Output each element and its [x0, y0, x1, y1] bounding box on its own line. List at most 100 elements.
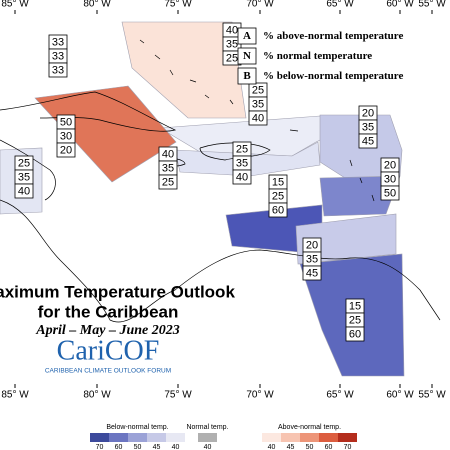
prob-below: 25: [226, 52, 238, 64]
colorbar-tick: 40: [204, 444, 212, 450]
prob-below: 33: [52, 64, 64, 76]
swatch: [262, 433, 281, 442]
colorbar-tick: 60: [115, 444, 123, 450]
longitude-label: 55° W: [418, 0, 446, 10]
longitude-label: 80° W: [83, 0, 111, 10]
prob-box: [158, 174, 178, 190]
region-shape: [121, 21, 247, 119]
colorbar-tick: 40: [172, 444, 180, 450]
colorbar-title: Below-normal temp.: [106, 424, 168, 431]
legend-key: A: [243, 30, 251, 42]
prob-above: 25: [18, 157, 30, 169]
legend-text: % below-normal temperature: [263, 70, 403, 82]
yucatan-coast: [0, 139, 56, 201]
prob-above: 50: [60, 116, 72, 128]
prob-normal: 35: [252, 98, 264, 110]
prob-above: 20: [362, 107, 374, 119]
prob-box: [14, 183, 34, 199]
prob-box: [48, 62, 68, 78]
legend: A % above-normal temperature N % normal tem…: [237, 27, 403, 85]
prob-above: 40: [226, 24, 238, 36]
prob-normal: 35: [18, 171, 30, 183]
islands: [139, 39, 375, 202]
prob-normal: 30: [60, 130, 72, 142]
logo-name: CariCOF: [57, 335, 160, 366]
colorbar-tick: 70: [344, 444, 352, 450]
prob-box: [248, 110, 268, 126]
prob-below: 40: [252, 112, 264, 124]
prob-normal: 35: [226, 38, 238, 50]
swatch: [109, 433, 128, 442]
prob-below: 60: [349, 328, 361, 340]
prob-below: 40: [18, 185, 30, 197]
colorbar-title: Normal temp.: [186, 424, 228, 431]
prob-above: 25: [236, 143, 248, 155]
prob-normal: 33: [52, 50, 64, 62]
title-line2: for the Caribbean: [38, 302, 179, 321]
longitude-label: 85° W: [1, 390, 29, 401]
prob-box: [345, 326, 365, 342]
swatch: [300, 433, 319, 442]
region-shape: [319, 175, 401, 217]
longitude-label: 55° W: [418, 390, 446, 401]
prob-box: [358, 133, 378, 149]
swatch: [319, 433, 338, 442]
mainland-coast: [0, 199, 441, 323]
colorbar-tick: 40: [268, 444, 276, 450]
prob-below: 25: [162, 176, 174, 188]
prob-box: [380, 185, 400, 201]
longitude-label: 60° W: [386, 390, 414, 401]
prob-normal: 25: [272, 190, 284, 202]
longitude-label: 75° W: [164, 390, 192, 401]
longitude-label: 65° W: [326, 0, 354, 10]
longitude-label: 70° W: [246, 390, 274, 401]
prob-below: 60: [272, 204, 284, 216]
longitude-label: 65° W: [326, 390, 354, 401]
probability-boxes: 33 33 33 40 35 25 50 30 20 25 35 40 20 35 45 25 35 40 40 35…: [14, 22, 400, 342]
prob-box: [56, 142, 76, 158]
colorbar-tick: 50: [306, 444, 314, 450]
logo-tagline: CARIBBEAN CLIMATE OUTLOOK FORUM: [45, 368, 171, 375]
prob-below: 50: [384, 187, 396, 199]
prob-above: 33: [52, 36, 64, 48]
longitude-label: 70° W: [246, 0, 274, 10]
colorbar: Below-normal temp. 70 60 50 45 40 Normal temp.…: [90, 424, 357, 450]
longitude-label: 75° W: [164, 0, 192, 10]
prob-box: [232, 169, 252, 185]
colorbar-tick: 45: [153, 444, 161, 450]
legend-key-box: [237, 47, 257, 65]
cuba-coast: [0, 91, 177, 132]
prob-above: 40: [162, 148, 174, 160]
prob-normal: 35: [236, 157, 248, 169]
prob-below: 45: [306, 267, 318, 279]
swatch: [281, 433, 300, 442]
longitude-bottom: 85° W 80° W 75° W 70° W 65° W 60° W 55° W: [1, 384, 446, 401]
prob-normal: 35: [306, 253, 318, 265]
legend-key: N: [243, 50, 251, 62]
legend-key-box: [237, 67, 257, 85]
regions: [0, 21, 405, 377]
legend-key: B: [243, 70, 251, 82]
legend-key-box: [237, 27, 257, 45]
longitude-label: 85° W: [1, 0, 29, 10]
colorbar-tick: 60: [325, 444, 333, 450]
swatch: [128, 433, 147, 442]
swatch: [166, 433, 185, 442]
longitude-label: 80° W: [83, 390, 111, 401]
swatch: [198, 433, 217, 442]
prob-below: 20: [60, 144, 72, 156]
prob-above: 20: [384, 159, 396, 171]
prob-normal: 30: [384, 173, 396, 185]
prob-above: 20: [306, 239, 318, 251]
colorbar-tick: 70: [96, 444, 104, 450]
region-shape: [34, 85, 177, 183]
colorbar-title: Above-normal temp.: [278, 424, 341, 431]
longitude-label: 60° W: [386, 0, 414, 10]
prob-below: 40: [236, 171, 248, 183]
longitude-top: 85° W 80° W 75° W 70° W 65° W 60° W 55° W: [1, 0, 446, 14]
prob-above: 15: [272, 176, 284, 188]
colorbar-tick: 50: [134, 444, 142, 450]
legend-text: % normal temperature: [263, 50, 372, 62]
swatch: [90, 433, 109, 442]
